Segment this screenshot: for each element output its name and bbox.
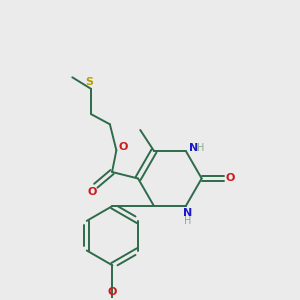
Text: H: H bbox=[184, 215, 191, 226]
Text: H: H bbox=[197, 143, 205, 153]
Text: O: O bbox=[108, 287, 117, 297]
Text: S: S bbox=[85, 77, 93, 87]
Text: O: O bbox=[118, 142, 128, 152]
Text: O: O bbox=[226, 173, 235, 184]
Text: N: N bbox=[183, 208, 192, 218]
Text: N: N bbox=[189, 143, 198, 153]
Text: O: O bbox=[88, 187, 97, 197]
